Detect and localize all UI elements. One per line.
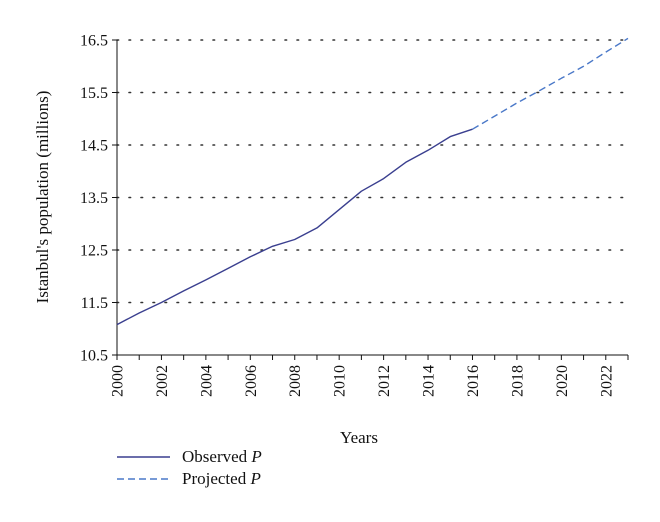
x-tick-label: 2014 [421, 365, 438, 397]
x-tick-label: 2012 [376, 365, 393, 397]
y-tick-label: 13.5 [80, 190, 108, 207]
observed-line [116, 128, 473, 326]
x-axis-label: Years [340, 428, 378, 447]
y-tick-label: 15.5 [80, 85, 108, 102]
x-tick-label: 2010 [332, 365, 349, 397]
y-tick-label: 16.5 [80, 33, 108, 50]
x-tick-label: 2020 [554, 365, 571, 397]
series-lines [116, 37, 629, 326]
y-ticks: 10.5 11.5 12.5 13.5 14.5 15.5 16.5 [80, 33, 117, 365]
x-tick-label: 2006 [243, 365, 260, 397]
y-tick-label: 14.5 [80, 138, 108, 155]
y-tick-label: 11.5 [81, 295, 108, 312]
y-tick-label: 12.5 [80, 243, 108, 260]
x-tick-label: 2000 [110, 365, 127, 397]
legend-label: Observed P [182, 447, 262, 466]
projected-line [472, 37, 629, 130]
grid-lines [116, 39, 629, 304]
y-tick-label: 10.5 [80, 348, 108, 365]
y-axis-label: Istanbul's population (millions) [33, 91, 52, 304]
x-ticks: 2000 2002 2004 2006 2008 2010 2012 2014 2016 2018… [110, 355, 629, 397]
legend: Observed P Projected P [117, 447, 262, 488]
legend-label: Projected P [182, 469, 261, 488]
x-tick-label: 2004 [198, 365, 215, 397]
x-tick-label: 2016 [465, 365, 482, 397]
x-tick-label: 2002 [154, 365, 171, 397]
x-tick-label: 2008 [287, 365, 304, 397]
x-tick-label: 2022 [598, 365, 615, 397]
x-tick-label: 2018 [509, 365, 526, 397]
